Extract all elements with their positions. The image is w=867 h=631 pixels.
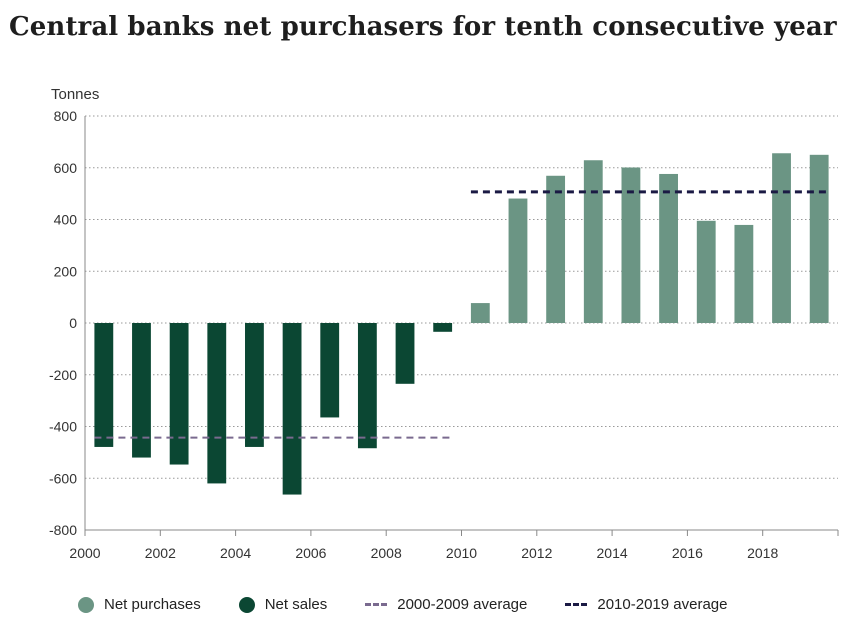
bar-net-purchases (508, 198, 528, 323)
bar-net-sales (132, 323, 151, 458)
bar-net-sales (357, 323, 377, 449)
legend-swatch-net-sales (238, 596, 255, 613)
x-tick-label: 2000 (69, 545, 100, 561)
y-axis-label: Tonnes (51, 86, 99, 103)
legend-item-net-sales: Net sales (238, 596, 328, 613)
bar-net-purchases (621, 167, 641, 323)
bar-net-purchases (546, 175, 566, 323)
bar-net-purchases (772, 153, 791, 323)
bar-net-purchases (583, 160, 603, 323)
y-tick-label: 200 (54, 263, 78, 279)
bar-net-sales (207, 323, 227, 484)
bar-net-sales (169, 323, 189, 465)
legend-swatch-avg-2000s (365, 603, 388, 606)
bar-net-sales (282, 323, 302, 495)
x-tick-label: 2002 (145, 545, 176, 561)
y-tick-label: -600 (49, 470, 77, 486)
legend-swatch-net-purchases (78, 596, 94, 613)
y-tick-label: -800 (49, 522, 77, 538)
legend-item-net-purchases: Net purchases (78, 596, 201, 613)
y-tick-label: 800 (54, 108, 78, 124)
bar-net-sales (320, 323, 340, 418)
legend-label-avg-2010s: 2010-2019 average (597, 596, 728, 613)
bar-net-purchases (659, 173, 678, 323)
bar-net-sales (94, 323, 114, 447)
x-tick-label: 2004 (220, 545, 251, 561)
y-tick-label: 600 (54, 160, 78, 176)
y-tick-label: -200 (49, 367, 77, 383)
bar-net-sales (245, 323, 264, 447)
x-tick-label: 2008 (371, 545, 402, 561)
legend-label-net-purchases: Net purchases (104, 596, 201, 613)
y-tick-label: -400 (49, 419, 77, 435)
x-tick-label: 2012 (521, 545, 552, 561)
bar-net-purchases (809, 154, 829, 323)
bar-net-sales (395, 323, 415, 384)
x-tick-label: 2016 (672, 545, 703, 561)
legend-item-avg-2000s: 2000-2009 average (365, 596, 527, 613)
legend-label-net-sales: Net sales (264, 596, 328, 613)
chart-title: Central banks net purchasers for tenth c… (9, 12, 837, 42)
legend-label-avg-2000s: 2000-2009 average (397, 596, 528, 613)
bar-net-purchases (470, 303, 490, 323)
x-tick-label: 2014 (597, 545, 628, 561)
y-tick-label: 0 (69, 315, 77, 331)
bar-net-purchases (696, 220, 716, 323)
bar-net-purchases (734, 224, 754, 323)
legend-item-avg-2010s: 2010-2019 average (565, 596, 727, 613)
legend-swatch-avg-2010s (565, 603, 588, 606)
y-tick-label: 400 (54, 212, 78, 228)
x-tick-label: 2006 (295, 545, 326, 561)
x-tick-label: 2010 (446, 545, 477, 561)
legend: Net purchases Net sales 2000-2009 averag… (78, 596, 765, 613)
x-tick-label: 2018 (747, 545, 778, 561)
bar-net-sales (433, 323, 453, 332)
